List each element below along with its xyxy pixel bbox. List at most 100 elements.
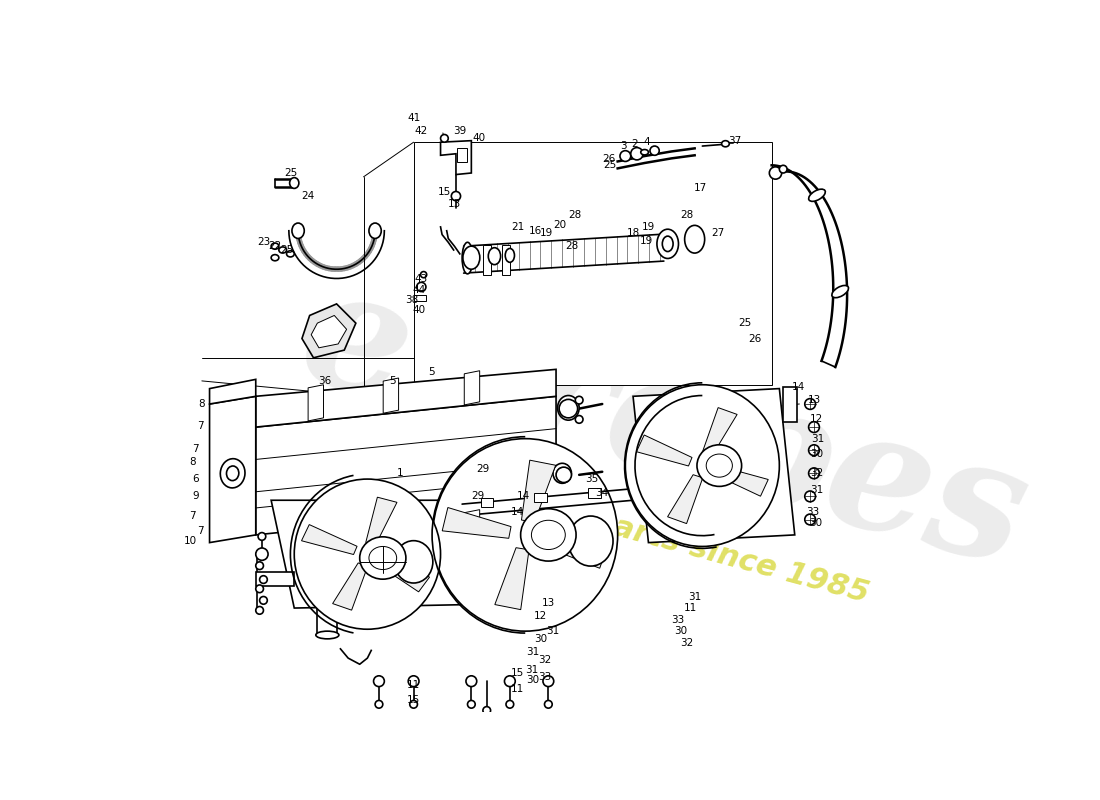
Circle shape — [805, 491, 815, 502]
Text: 15: 15 — [438, 187, 451, 198]
Polygon shape — [713, 466, 768, 496]
Text: 30: 30 — [674, 626, 688, 636]
Text: 29: 29 — [471, 491, 484, 502]
Ellipse shape — [292, 223, 305, 238]
Polygon shape — [383, 378, 398, 414]
Ellipse shape — [625, 385, 779, 546]
Text: 6: 6 — [192, 474, 199, 485]
Text: 32: 32 — [680, 638, 694, 648]
Circle shape — [805, 398, 815, 410]
Ellipse shape — [520, 509, 576, 561]
Circle shape — [440, 134, 449, 142]
Circle shape — [559, 399, 578, 418]
Circle shape — [505, 676, 515, 686]
Ellipse shape — [286, 250, 295, 257]
Polygon shape — [634, 389, 794, 542]
Text: 19: 19 — [540, 228, 553, 238]
Polygon shape — [308, 526, 323, 538]
Text: 12: 12 — [534, 610, 548, 621]
Text: 15: 15 — [510, 669, 525, 678]
Text: 26: 26 — [602, 154, 615, 164]
Text: 43: 43 — [415, 274, 428, 284]
Ellipse shape — [271, 243, 279, 250]
Text: 13: 13 — [807, 395, 821, 405]
Text: 25: 25 — [603, 160, 617, 170]
Circle shape — [260, 576, 267, 583]
Ellipse shape — [662, 236, 673, 251]
Text: 7: 7 — [189, 510, 196, 521]
Circle shape — [375, 701, 383, 708]
Text: 7: 7 — [197, 421, 204, 430]
Circle shape — [468, 701, 475, 708]
Text: 14: 14 — [517, 491, 530, 502]
Circle shape — [409, 701, 418, 708]
Ellipse shape — [706, 454, 733, 477]
Polygon shape — [301, 525, 358, 554]
Circle shape — [483, 706, 491, 714]
Ellipse shape — [463, 246, 480, 270]
Text: 12: 12 — [810, 414, 823, 424]
Bar — [458, 148, 466, 162]
Polygon shape — [464, 510, 480, 522]
Text: 33: 33 — [538, 672, 551, 682]
Polygon shape — [442, 507, 512, 538]
Text: 5: 5 — [389, 376, 396, 386]
Polygon shape — [521, 460, 556, 522]
Ellipse shape — [271, 254, 279, 261]
Circle shape — [808, 468, 820, 478]
Text: 30: 30 — [535, 634, 547, 644]
Text: 28: 28 — [564, 241, 579, 251]
Circle shape — [417, 282, 426, 291]
Circle shape — [260, 597, 267, 604]
Text: 8: 8 — [189, 457, 196, 466]
Polygon shape — [209, 379, 255, 404]
Text: 37: 37 — [728, 136, 741, 146]
Ellipse shape — [558, 395, 579, 420]
Text: 24: 24 — [301, 191, 315, 201]
Circle shape — [544, 701, 552, 708]
Text: 21: 21 — [510, 222, 525, 232]
Circle shape — [255, 562, 264, 570]
Circle shape — [543, 676, 553, 686]
Text: 36: 36 — [318, 376, 332, 386]
Bar — [483, 245, 491, 274]
Text: 8: 8 — [198, 399, 206, 409]
Polygon shape — [464, 370, 480, 405]
Text: 27: 27 — [711, 228, 725, 238]
Bar — [255, 572, 295, 586]
Text: 13: 13 — [541, 598, 556, 608]
Ellipse shape — [562, 401, 574, 414]
Polygon shape — [383, 518, 398, 530]
Text: 31: 31 — [525, 665, 538, 674]
Text: 31: 31 — [811, 434, 825, 444]
Polygon shape — [255, 370, 556, 427]
Circle shape — [255, 606, 264, 614]
Circle shape — [408, 676, 419, 686]
Text: 22: 22 — [268, 241, 282, 251]
Circle shape — [630, 147, 644, 160]
Ellipse shape — [227, 466, 239, 481]
Text: 26: 26 — [748, 334, 761, 343]
Polygon shape — [255, 396, 556, 535]
Polygon shape — [271, 500, 486, 608]
Text: 29: 29 — [476, 465, 490, 474]
Polygon shape — [366, 497, 397, 545]
Ellipse shape — [531, 520, 565, 550]
Bar — [481, 498, 493, 507]
Text: 40: 40 — [473, 134, 485, 143]
Text: 10: 10 — [184, 536, 197, 546]
Text: 31: 31 — [526, 647, 540, 657]
Circle shape — [808, 445, 820, 455]
Text: 30: 30 — [527, 674, 539, 685]
Text: 25: 25 — [284, 168, 297, 178]
Ellipse shape — [279, 247, 287, 253]
Bar — [414, 294, 426, 301]
Text: 39: 39 — [453, 126, 466, 136]
Circle shape — [258, 533, 266, 540]
Text: 11: 11 — [407, 680, 420, 690]
Text: 30: 30 — [808, 518, 822, 528]
Ellipse shape — [808, 189, 825, 202]
Text: 23: 23 — [256, 238, 271, 247]
Circle shape — [575, 415, 583, 423]
Polygon shape — [495, 548, 529, 610]
